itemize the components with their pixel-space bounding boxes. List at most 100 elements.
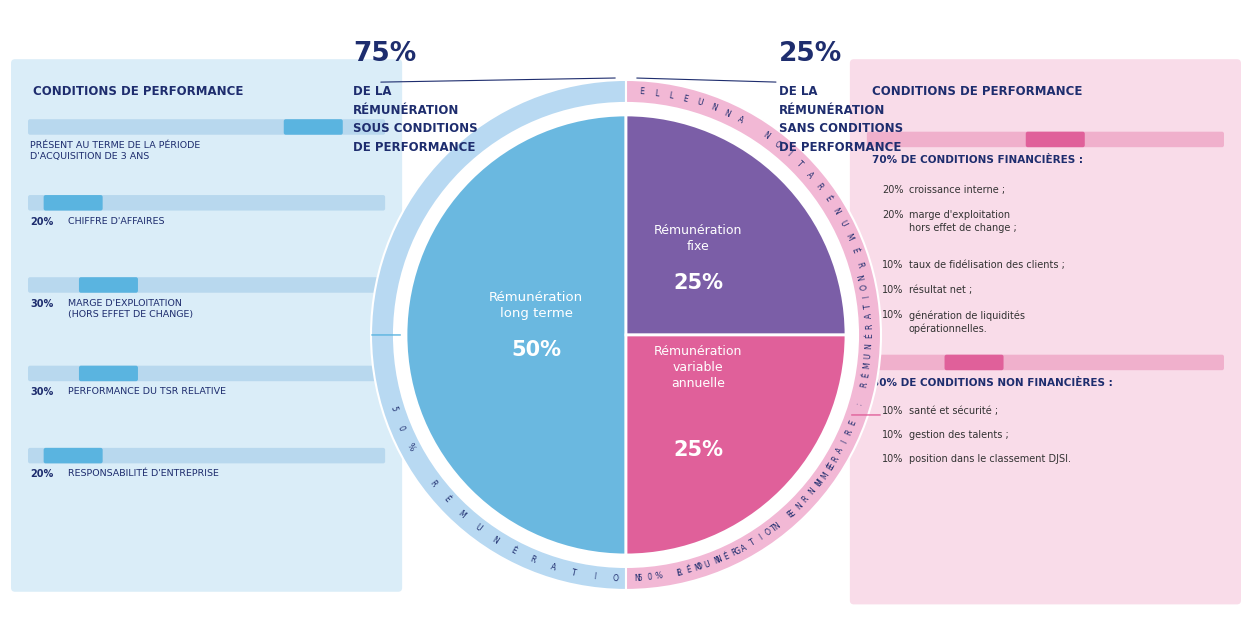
Text: M: M (819, 470, 830, 481)
Text: M: M (456, 509, 467, 520)
FancyBboxPatch shape (28, 195, 386, 210)
Text: M: M (814, 478, 825, 489)
Text: 25%: 25% (674, 273, 722, 293)
Text: R: R (854, 261, 864, 269)
Text: DE LA
RÉMUNÉRATION
SANS CONDITIONS
DE PERFORMANCE: DE LA RÉMUNÉRATION SANS CONDITIONS DE PE… (779, 85, 903, 154)
Text: Rémunération
long terme: Rémunération long terme (490, 291, 583, 320)
Text: T: T (570, 568, 576, 578)
Text: I: I (592, 572, 596, 581)
FancyBboxPatch shape (866, 131, 1224, 147)
Text: RESPONSABILITÉ D'ENTREPRISE: RESPONSABILITÉ D'ENTREPRISE (68, 470, 219, 478)
Text: 20%: 20% (30, 470, 54, 479)
Text: R: R (814, 181, 824, 191)
Text: I: I (785, 150, 793, 158)
Text: 30% DE CONDITIONS NON FINANCIÈRES :: 30% DE CONDITIONS NON FINANCIÈRES : (871, 378, 1113, 388)
Text: 30%: 30% (30, 299, 54, 308)
Text: O: O (695, 562, 704, 573)
Text: É: É (685, 566, 692, 575)
Text: Rémunération
fixe: Rémunération fixe (654, 224, 742, 253)
Text: PERFORMANCE DU TSR RELATIVE: PERFORMANCE DU TSR RELATIVE (68, 387, 227, 396)
Text: N: N (771, 521, 782, 532)
Text: U: U (814, 479, 824, 489)
Text: R: R (800, 494, 810, 504)
Text: 10%: 10% (881, 406, 903, 416)
Text: CONDITIONS DE PERFORMANCE: CONDITIONS DE PERFORMANCE (871, 85, 1082, 98)
Text: R: R (528, 555, 537, 565)
Text: R: R (675, 568, 682, 578)
Text: %: % (404, 442, 416, 453)
Text: T: T (747, 538, 756, 548)
Wedge shape (626, 115, 846, 335)
FancyBboxPatch shape (79, 277, 138, 293)
Text: N: N (761, 130, 771, 141)
Text: 10%: 10% (881, 454, 903, 464)
Text: O: O (764, 526, 774, 537)
FancyBboxPatch shape (866, 355, 1224, 370)
Text: CONDITIONS DE PERFORMANCE: CONDITIONS DE PERFORMANCE (33, 85, 243, 98)
FancyBboxPatch shape (28, 448, 386, 463)
Text: 10%: 10% (881, 285, 903, 295)
FancyBboxPatch shape (28, 277, 386, 293)
Text: E: E (826, 461, 836, 470)
FancyBboxPatch shape (284, 119, 343, 135)
FancyBboxPatch shape (11, 59, 402, 592)
Text: A: A (739, 543, 749, 553)
Wedge shape (394, 103, 858, 567)
Text: 5: 5 (388, 404, 399, 412)
Text: L: L (669, 91, 674, 100)
Text: É: É (825, 463, 835, 472)
Text: É: É (722, 552, 730, 562)
Text: taux de fidélisation des clients ;: taux de fidélisation des clients ; (909, 260, 1064, 270)
Text: É: É (861, 372, 871, 379)
Text: gestion des talents ;: gestion des talents ; (909, 430, 1009, 441)
FancyBboxPatch shape (1025, 131, 1084, 147)
Text: PRÉSENT AU TERME DE LA PÉRIODE
D'ACQUISITION DE 3 ANS: PRÉSENT AU TERME DE LA PÉRIODE D'ACQUISI… (30, 141, 200, 161)
Text: L: L (654, 88, 660, 98)
Text: É: É (865, 334, 874, 338)
Text: E: E (786, 509, 795, 520)
Text: L: L (676, 568, 682, 578)
Text: É: É (849, 247, 860, 255)
Wedge shape (371, 80, 626, 590)
Text: M: M (863, 362, 873, 370)
Text: U: U (838, 219, 848, 228)
Text: 75%: 75% (353, 41, 417, 67)
Text: O: O (860, 283, 870, 290)
Text: 20%: 20% (881, 210, 904, 220)
Text: M: M (694, 562, 702, 573)
Text: O: O (612, 574, 618, 583)
Text: 20%: 20% (881, 185, 904, 195)
Text: R: R (830, 454, 841, 464)
Text: R: R (844, 428, 854, 437)
FancyBboxPatch shape (44, 448, 103, 463)
Text: I: I (861, 295, 871, 298)
Text: E: E (848, 420, 858, 427)
Text: A: A (548, 562, 557, 572)
Text: N: N (794, 501, 804, 511)
Text: Rémunération
variable
annuelle: Rémunération variable annuelle (654, 345, 742, 390)
FancyBboxPatch shape (850, 59, 1241, 604)
Text: A: A (736, 115, 745, 125)
Text: O: O (772, 139, 782, 150)
Text: 0: 0 (396, 424, 406, 432)
Text: É: É (510, 546, 518, 556)
Text: N: N (858, 273, 868, 281)
Text: E: E (682, 94, 689, 104)
Text: résultat net ;: résultat net ; (909, 285, 972, 295)
Text: R: R (859, 382, 869, 389)
Text: R: R (730, 547, 740, 558)
Text: CHIFFRE D'AFFAIRES: CHIFFRE D'AFFAIRES (68, 217, 164, 226)
Text: É: É (442, 495, 452, 504)
Text: marge d'exploitation
hors effet de change ;: marge d'exploitation hors effet de chang… (909, 210, 1017, 233)
Text: 25%: 25% (674, 440, 722, 460)
Text: 50%: 50% (511, 340, 561, 360)
Text: 5: 5 (637, 573, 642, 583)
Text: 20%: 20% (30, 217, 54, 226)
Text: N: N (715, 555, 724, 565)
Text: DE LA
RÉMUNÉRATION
SOUS CONDITIONS
DE PERFORMANCE: DE LA RÉMUNÉRATION SOUS CONDITIONS DE PE… (353, 85, 478, 154)
Text: N: N (712, 556, 721, 566)
Text: :: : (855, 402, 864, 407)
Text: I: I (757, 533, 764, 542)
Text: MARGE D'EXPLOITATION
(HORS EFFET DE CHANGE): MARGE D'EXPLOITATION (HORS EFFET DE CHAN… (68, 299, 193, 319)
Text: E: E (788, 508, 796, 518)
